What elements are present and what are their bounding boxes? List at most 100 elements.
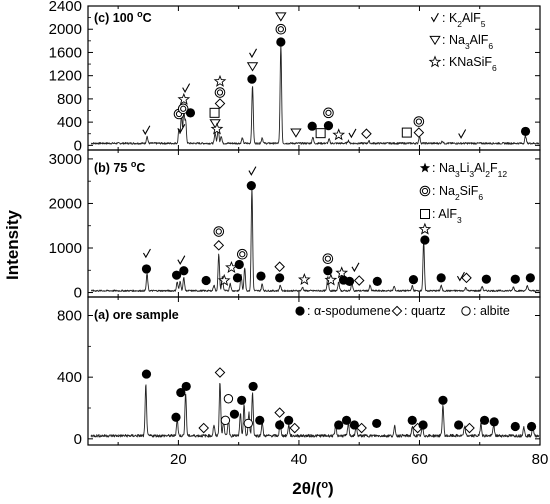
peak-marker-dcircle <box>413 116 425 127</box>
peak-marker-diamond <box>198 422 210 434</box>
peak-marker-dot <box>234 259 244 270</box>
legend-symbol-diamond <box>391 305 403 317</box>
peak-marker-dot <box>526 421 537 432</box>
y-tick-label: 800 <box>57 91 82 108</box>
peak-marker-dot <box>276 37 286 47</box>
peak-marker-triangle <box>209 119 221 129</box>
peak-marker-check <box>248 166 257 176</box>
legend-symbol-star <box>428 55 442 68</box>
xrd-trace-b <box>90 187 540 293</box>
peak-marker-ocircle <box>243 418 254 429</box>
peak-marker-dot <box>408 275 419 285</box>
x-tick-label: 80 <box>532 451 549 468</box>
peak-marker-diamond <box>353 275 365 286</box>
peak-marker-check <box>177 255 186 265</box>
y-axis-label: Intensity <box>3 210 22 280</box>
x-axis: 20 40 60 80 <box>170 451 548 468</box>
peak-marker-star <box>332 128 346 141</box>
peak-marker-dot <box>341 415 352 425</box>
peak-marker-dot <box>334 420 344 430</box>
peak-marker-dot <box>510 274 520 284</box>
peak-marker-dot <box>481 274 491 284</box>
panel-a: 0 400 800 (a) ore sample <box>57 296 541 448</box>
peak-marker-check <box>182 83 191 93</box>
y-tick-label: 2000 <box>49 21 82 38</box>
peak-marker-star <box>298 272 311 286</box>
legend-label: : Na3Li3Al2F12 <box>432 161 507 179</box>
y-tick-label: 0 <box>74 431 82 448</box>
peak-marker-diamond <box>413 127 425 138</box>
peak-marker-dot <box>372 276 382 287</box>
peak-marker-dcircle <box>275 23 287 35</box>
peak-marker-diamond <box>214 367 226 378</box>
peak-marker-check <box>249 48 258 59</box>
xrd-trace-c <box>90 43 540 145</box>
peak-marker-square <box>209 107 220 118</box>
peak-marker-dcircle <box>213 226 225 237</box>
peak-marker-dot <box>201 275 211 286</box>
panel-frame <box>87 296 541 446</box>
peak-marker-dot <box>284 415 294 425</box>
peak-marker-dot <box>454 420 464 430</box>
peak-marker-dot <box>255 415 265 425</box>
legend-label: : α-spodumene <box>307 304 391 318</box>
peak-marker-dot <box>171 412 181 422</box>
legend-label: : albite <box>473 304 510 318</box>
peak-marker-dot <box>246 181 256 191</box>
peak-marker-star <box>217 273 231 286</box>
peak-marker-dot <box>520 126 531 137</box>
peak-marker-dot <box>372 418 382 429</box>
peak-marker-dot <box>232 273 243 283</box>
peak-marker-dot <box>181 381 191 392</box>
peak-marker-dot <box>237 395 247 405</box>
x-tick-label: 40 <box>291 451 308 468</box>
panel-b: 0 1000 2000 3000 (b) 75 oC <box>49 149 541 302</box>
legend-symbol-triangle <box>429 35 441 46</box>
legend-b: : Na3Li3Al2F12: Na2SiF6: AlF3 <box>419 161 507 225</box>
legend-label: : quartz <box>404 304 446 318</box>
peak-marker-star <box>418 222 432 235</box>
legend-symbol-star <box>419 162 431 173</box>
panels: 0 400 800 1200 1600 2000 2400 (c) 100 oC 0 1000 20… <box>49 0 541 448</box>
peak-marker-check <box>348 128 357 139</box>
legend-symbol-square <box>420 209 430 219</box>
y-tick-label: 800 <box>57 308 82 325</box>
x-tick-label: 60 <box>411 451 428 468</box>
legend-label: : K2AlF5 <box>442 11 486 29</box>
peak-marker-dot <box>256 271 266 281</box>
peak-marker-diamond <box>356 422 367 434</box>
peak-marker-dot <box>179 266 189 276</box>
y-tick-label: 400 <box>57 369 82 386</box>
y-tick-label: 3000 <box>49 151 82 168</box>
peak-marker-dot <box>307 121 317 131</box>
panel-c: 0 400 800 1200 1600 2000 2400 (c) 100 oC <box>49 0 541 154</box>
y-tick-label: 1000 <box>49 240 82 257</box>
peak-marker-diamond <box>213 240 225 251</box>
peak-marker-dot <box>176 387 186 398</box>
panel-label-c: (c) 100 oC <box>94 9 152 25</box>
peak-marker-diamond <box>461 272 472 284</box>
peak-marker-triangle <box>246 62 259 72</box>
peak-marker-dot <box>323 121 334 131</box>
legend-label: : Na2SiF6 <box>432 184 483 202</box>
peak-marker-star <box>177 92 191 105</box>
y-tick-label: 1200 <box>49 68 82 85</box>
x-tick-label: 20 <box>170 451 187 468</box>
peak-marker-check <box>177 124 186 134</box>
y-tick-label: 1600 <box>49 44 82 61</box>
peak-marker-check <box>458 129 467 139</box>
legend-symbol-dcircle <box>419 185 431 197</box>
peak-marker-dot <box>510 421 520 432</box>
peak-marker-dcircle <box>214 87 226 98</box>
peak-marker-dot <box>171 270 182 280</box>
peak-marker-star <box>324 273 338 286</box>
peak-marker-dot <box>248 381 258 392</box>
panel-label-a: (a) ore sample <box>94 308 179 322</box>
peak-marker-dot <box>247 74 257 84</box>
legend-label: : KNaSiF6 <box>442 55 497 73</box>
legend-symbol-dot <box>295 306 305 316</box>
panel-label-b: (b) 75 oC <box>94 159 145 175</box>
peak-marker-dot <box>418 420 428 430</box>
peak-marker-dcircle <box>323 107 334 119</box>
peak-marker-dcircle <box>322 253 334 264</box>
